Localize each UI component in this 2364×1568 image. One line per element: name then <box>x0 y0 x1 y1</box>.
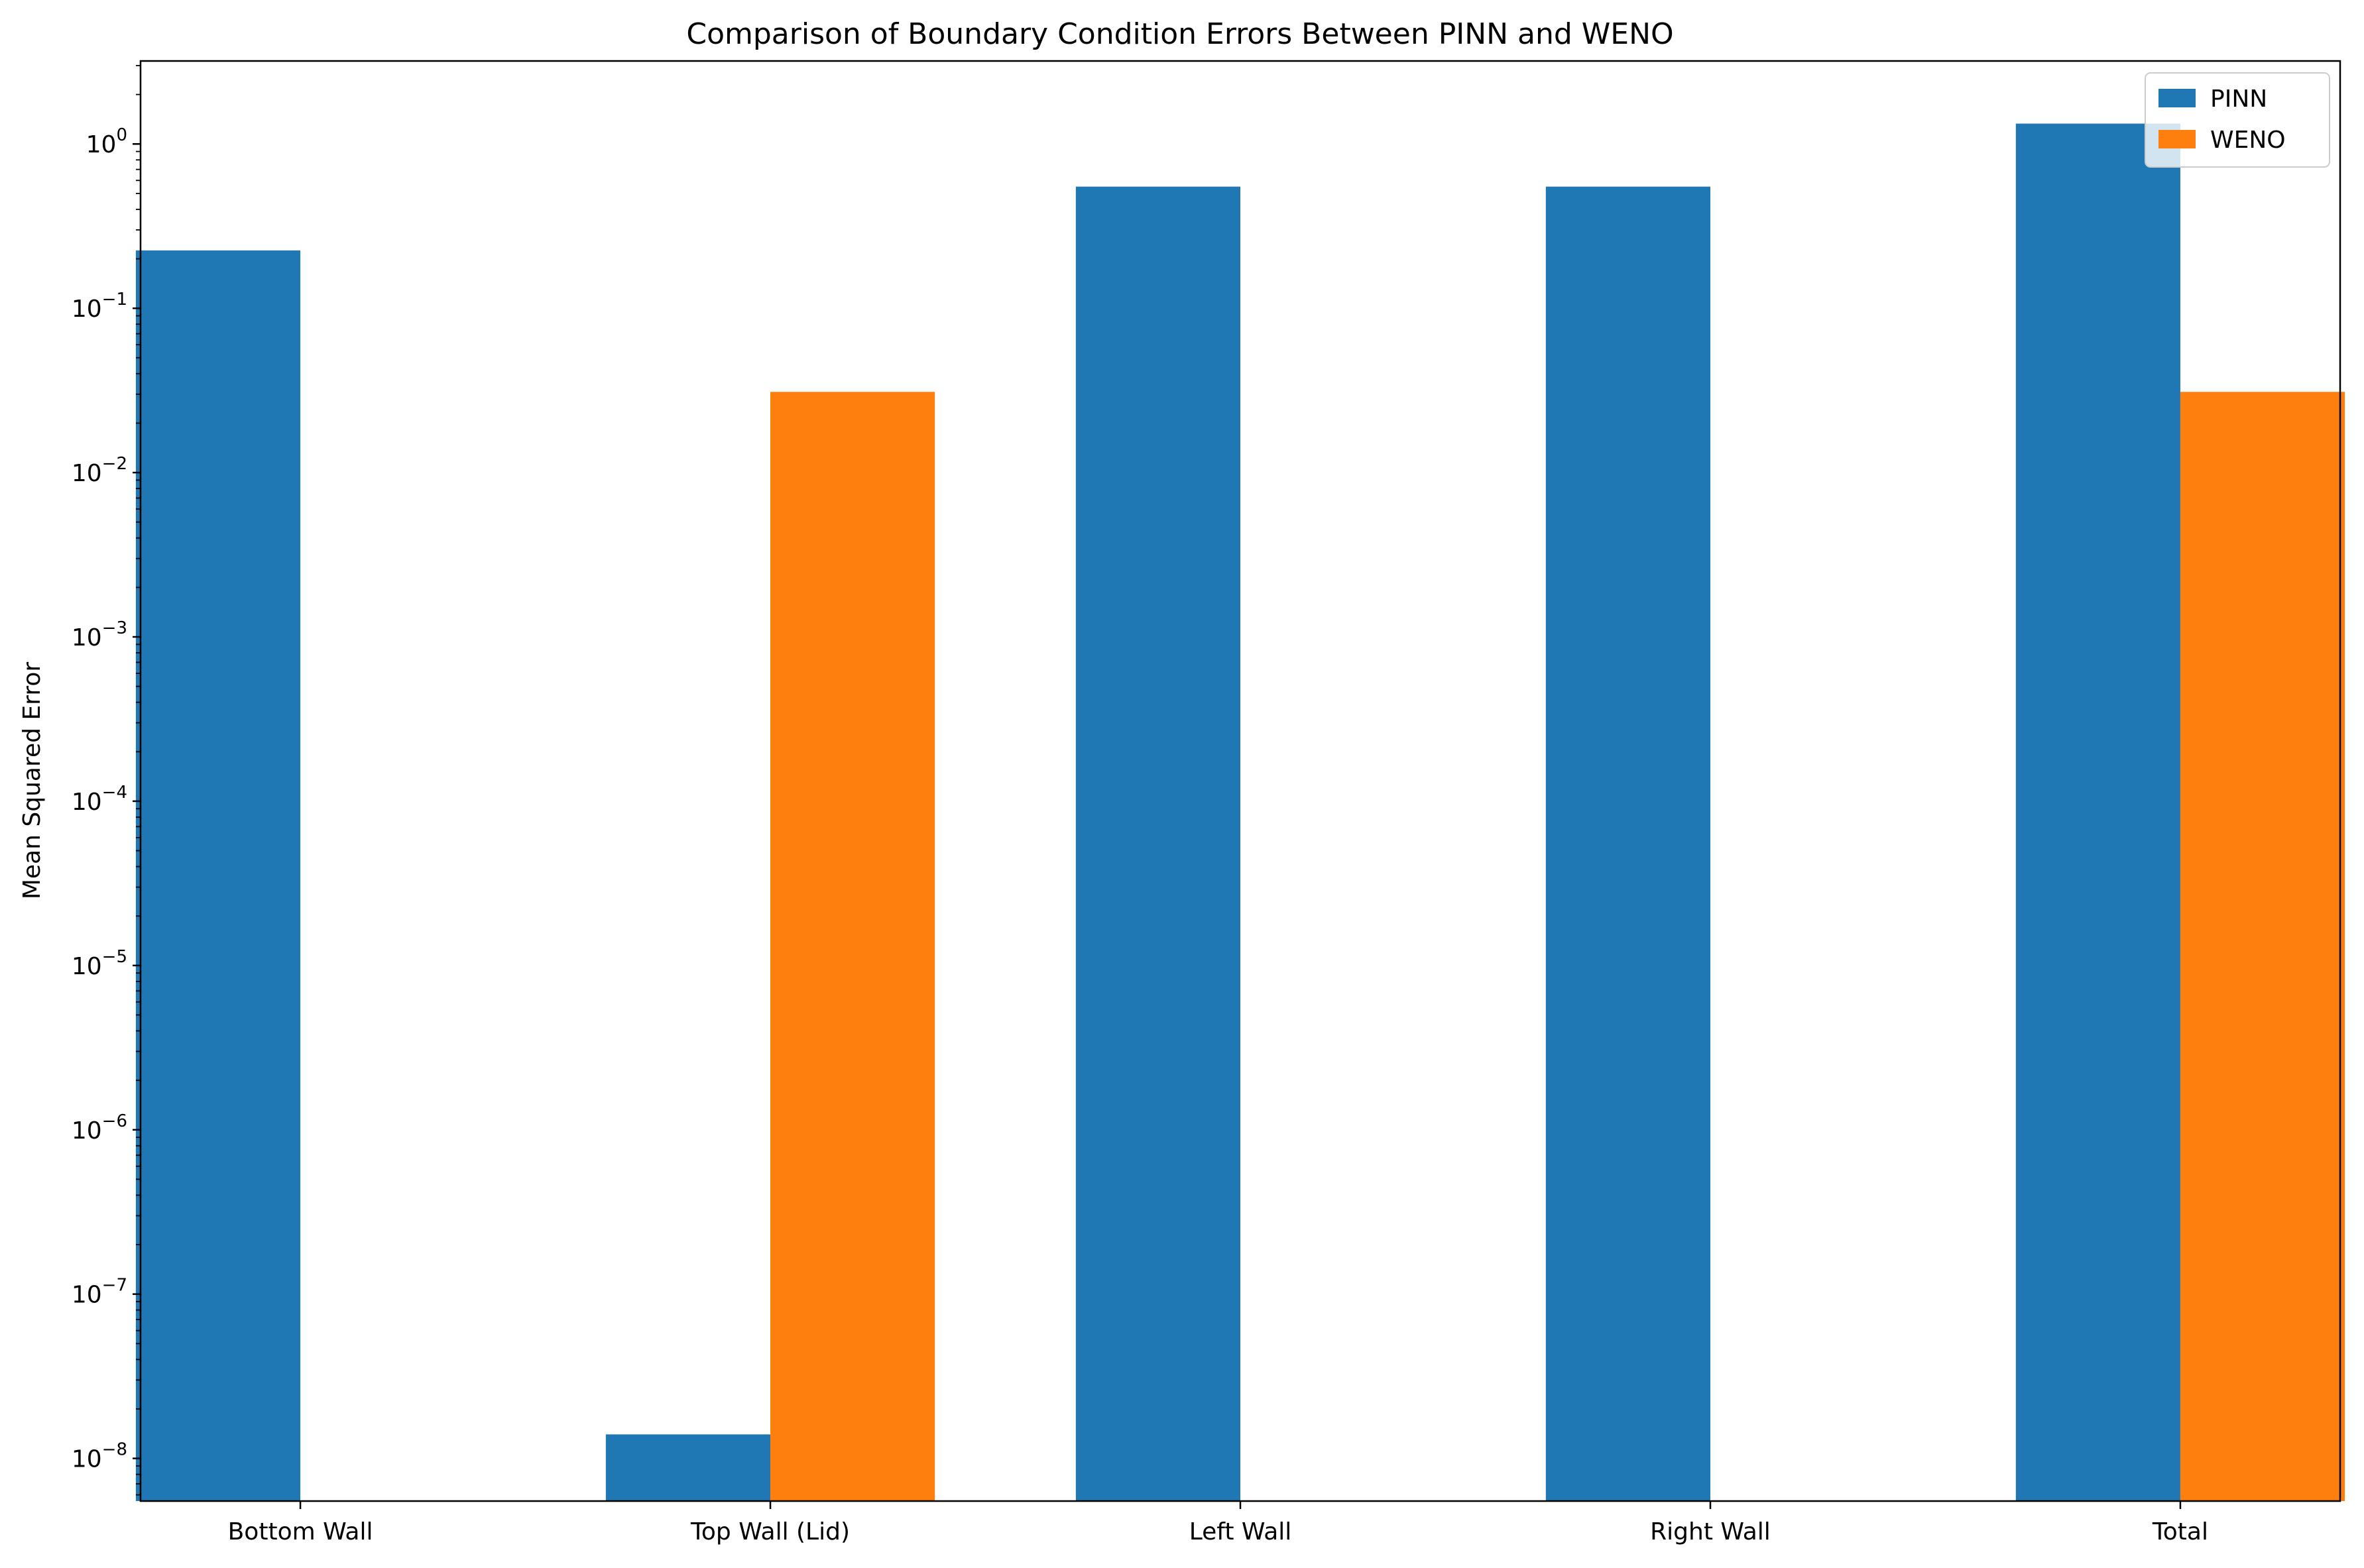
bar-weno-top-wall-lid <box>770 392 935 1501</box>
x-tick-label: Right Wall <box>1650 1518 1771 1545</box>
bar-pinn-top-wall-lid <box>605 1434 771 1501</box>
bars-layer <box>135 123 2345 1502</box>
bar-weno-total <box>2180 392 2345 1501</box>
y-tick-label: 10−2 <box>72 454 127 487</box>
x-tick-label: Total <box>2152 1518 2208 1545</box>
legend-label-pinn: PINN <box>2210 85 2267 113</box>
bar-pinn-total <box>2015 123 2180 1501</box>
y-tick-label: 10−3 <box>72 618 127 651</box>
y-tick-label: 10−5 <box>72 947 127 980</box>
chart-title: Comparison of Boundary Condition Errors … <box>686 17 1673 51</box>
bar-pinn-left-wall <box>1075 186 1240 1501</box>
x-tick-label: Left Wall <box>1189 1518 1292 1545</box>
legend: PINN WENO <box>2145 72 2330 168</box>
y-tick-label: 10−1 <box>72 290 127 323</box>
bar-pinn-right-wall <box>1545 186 1710 1501</box>
legend-label-weno: WENO <box>2210 127 2286 154</box>
plot-area-frame <box>139 60 2341 1502</box>
x-axis-ticks: Bottom Wall Top Wall (Lid) Left Wall Right … <box>228 1501 2208 1545</box>
y-tick-label: 10−6 <box>72 1111 127 1145</box>
y-tick-label: 100 <box>86 125 127 158</box>
x-tick-label: Bottom Wall <box>228 1518 373 1545</box>
y-axis-label: Mean Squared Error <box>19 662 46 900</box>
y-axis-ticks: 100 10−1 10−2 10−3 10−4 10−5 10−6 10−7 10−8 <box>72 65 141 1496</box>
y-tick-label: 10−8 <box>72 1440 127 1473</box>
y-tick-label: 10−7 <box>72 1276 127 1309</box>
y-tick-label: 10−4 <box>72 783 127 816</box>
bar-pinn-bottom-wall <box>135 250 301 1502</box>
legend-swatch-weno <box>2158 130 2196 148</box>
x-tick-label: Top Wall (Lid) <box>690 1518 850 1545</box>
legend-swatch-pinn <box>2158 89 2196 107</box>
